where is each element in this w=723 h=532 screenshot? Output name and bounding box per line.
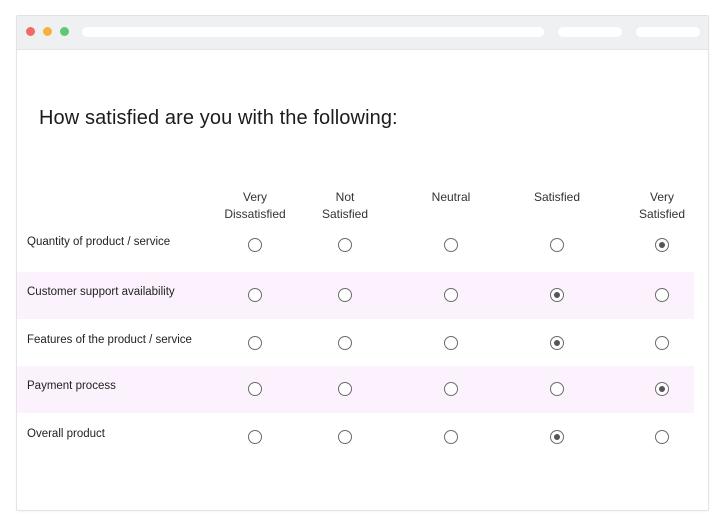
radio-neutral[interactable]	[444, 430, 458, 444]
radio-very-dissatisfied[interactable]	[248, 430, 262, 444]
survey-row: Payment process	[17, 366, 694, 413]
browser-window: How satisfied are you with the following…	[16, 15, 709, 511]
radio-very-dissatisfied[interactable]	[248, 238, 262, 252]
column-header-very-dissatisfied: Very Dissatisfied	[210, 189, 300, 223]
radio-not-satisfied[interactable]	[338, 238, 352, 252]
radio-selected-dot	[553, 339, 560, 346]
column-header-line: Not	[335, 190, 355, 204]
radio-not-satisfied[interactable]	[338, 382, 352, 396]
row-label: Customer support availability	[27, 286, 175, 298]
radio-selected-dot	[553, 291, 560, 298]
survey-row: Customer support availability	[17, 272, 694, 319]
radio-not-satisfied[interactable]	[338, 336, 352, 350]
radio-very-dissatisfied[interactable]	[248, 288, 262, 302]
radio-very-satisfied[interactable]	[655, 336, 669, 350]
radio-very-dissatisfied[interactable]	[248, 382, 262, 396]
radio-neutral[interactable]	[444, 238, 458, 252]
radio-very-satisfied[interactable]	[655, 382, 669, 396]
column-header-line: Very	[242, 190, 267, 204]
radio-satisfied[interactable]	[550, 288, 564, 302]
column-header-line: Very	[649, 190, 674, 204]
row-label: Quantity of product / service	[27, 236, 171, 248]
address-bar-placeholder[interactable]	[82, 27, 544, 37]
radio-very-dissatisfied[interactable]	[248, 336, 262, 350]
browser-titlebar	[17, 16, 708, 50]
toolbar-placeholder-2	[636, 27, 700, 37]
radio-selected-dot	[553, 433, 560, 440]
radio-very-satisfied[interactable]	[655, 288, 669, 302]
minimize-window-dot[interactable]	[43, 27, 52, 36]
survey-question: How satisfied are you with the following…	[39, 107, 398, 129]
radio-satisfied[interactable]	[550, 336, 564, 350]
row-label: Features of the product / service	[27, 334, 192, 346]
column-header-line: Neutral	[431, 190, 471, 204]
row-label: Payment process	[27, 380, 116, 392]
radio-neutral[interactable]	[444, 288, 458, 302]
survey-row: Quantity of product / service	[17, 222, 694, 269]
survey-row: Features of the product / service	[17, 320, 694, 367]
radio-selected-dot	[658, 385, 665, 392]
radio-neutral[interactable]	[444, 336, 458, 350]
column-header-line: Satisfied	[321, 207, 369, 221]
radio-satisfied[interactable]	[550, 382, 564, 396]
close-window-dot[interactable]	[26, 27, 35, 36]
column-header-line: Satisfied	[638, 207, 686, 221]
radio-neutral[interactable]	[444, 382, 458, 396]
radio-not-satisfied[interactable]	[338, 288, 352, 302]
maximize-window-dot[interactable]	[60, 27, 69, 36]
radio-selected-dot	[658, 241, 665, 248]
radio-satisfied[interactable]	[550, 430, 564, 444]
column-header-not-satisfied: Not Satisfied	[300, 189, 390, 223]
radio-not-satisfied[interactable]	[338, 430, 352, 444]
row-label: Overall product	[27, 428, 105, 440]
survey-row: Overall product	[17, 414, 694, 461]
radio-satisfied[interactable]	[550, 238, 564, 252]
radio-very-satisfied[interactable]	[655, 430, 669, 444]
column-header-satisfied: Satisfied	[512, 189, 602, 206]
column-header-neutral: Neutral	[406, 189, 496, 206]
column-header-very-satisfied: Very Satisfied	[617, 189, 707, 223]
column-header-line: Dissatisfied	[224, 207, 286, 221]
toolbar-placeholder-1	[558, 27, 622, 37]
radio-very-satisfied[interactable]	[655, 238, 669, 252]
column-header-line: Satisfied	[533, 190, 581, 204]
